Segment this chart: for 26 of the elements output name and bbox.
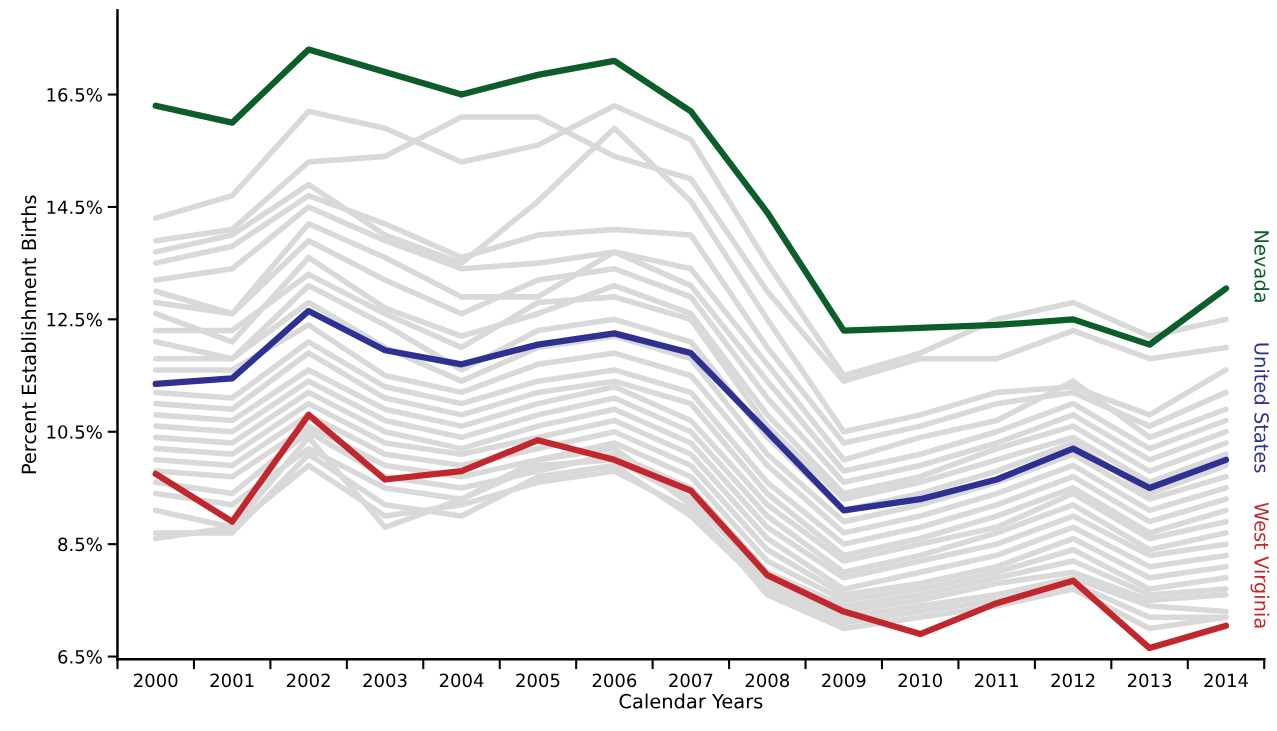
text: West Virginia bbox=[1250, 502, 1270, 628]
y-tick-label: 12.5% bbox=[47, 312, 102, 327]
x-tick-label: 2011 bbox=[975, 673, 1018, 688]
x-tick-label: 2012 bbox=[1051, 673, 1095, 688]
x-tick-label: 2014 bbox=[1204, 673, 1248, 688]
x-tick-label: 2002 bbox=[286, 673, 330, 688]
x-axis-title: Calendar Years bbox=[619, 693, 763, 709]
y-tick-label: 8.5% bbox=[58, 537, 102, 552]
x-tick-label: 2001 bbox=[210, 673, 254, 688]
x-tick-label: 2010 bbox=[898, 673, 942, 688]
x-tick-label: 2007 bbox=[669, 673, 713, 688]
y-tick-label: 6.5% bbox=[58, 650, 102, 664]
text: United States bbox=[1254, 343, 1270, 473]
y-tick-label: 14.5% bbox=[47, 200, 102, 215]
y-tick-label: 16.5% bbox=[47, 88, 102, 102]
x-tick-label: 2000 bbox=[134, 673, 178, 688]
x-tick-label: 2003 bbox=[363, 673, 407, 688]
x-tick-label: 2008 bbox=[745, 673, 790, 688]
y-tick-label: 10.5% bbox=[47, 425, 102, 439]
x-tick-label: 2009 bbox=[822, 673, 866, 688]
x-tick-label: 2005 bbox=[516, 673, 560, 688]
x-tick-label: 2013 bbox=[1127, 673, 1172, 688]
y-axis-title: Percent Establishment Births bbox=[21, 195, 37, 474]
x-tick-label: 2004 bbox=[439, 673, 484, 688]
x-tick-label: 2006 bbox=[592, 673, 637, 688]
text: Nevada bbox=[1254, 231, 1270, 302]
